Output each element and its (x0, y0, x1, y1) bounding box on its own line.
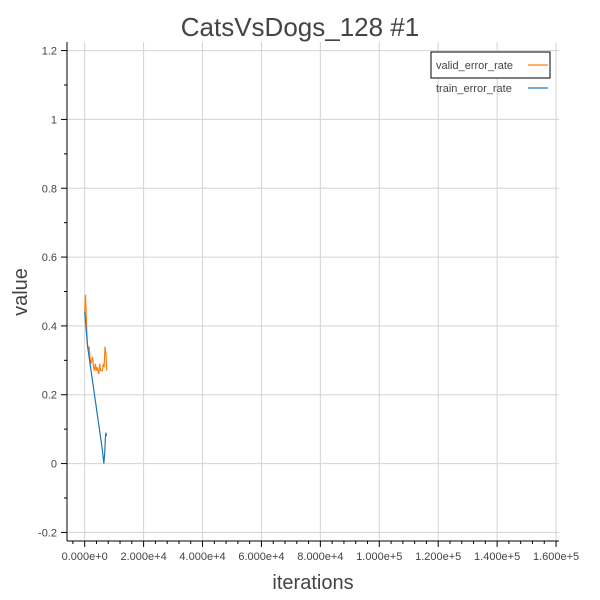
y-tick-label: 0.4 (42, 321, 57, 333)
chart-title: CatsVsDogs_128 #1 (181, 12, 419, 42)
series (84, 294, 108, 464)
y-tick-label: 0 (51, 459, 57, 471)
x-tick-label: 8.000e+4 (297, 551, 343, 563)
x-tick-label: 1.400e+5 (474, 551, 520, 563)
y-tick-label: 0.8 (42, 183, 57, 195)
y-axis-ticks: -0.2 0 0.2 0.4 0.6 0.8 1 1.2 (38, 46, 67, 539)
x-tick-label: 2.000e+4 (121, 551, 167, 563)
x-tick-label: 1.000e+5 (356, 551, 402, 563)
y-tick-label: 0.2 (42, 390, 57, 402)
x-axis-label: iterations (272, 572, 353, 594)
x-tick-label: 1.200e+5 (415, 551, 461, 563)
series-line-train-error-rate (84, 312, 108, 464)
legend-label: valid_error_rate (436, 60, 513, 72)
y-tick-label: 1 (51, 114, 57, 126)
grid (67, 42, 559, 541)
x-tick-label: 1.600e+5 (533, 551, 579, 563)
series-line-valid-error-rate (84, 294, 108, 375)
x-axis-ticks: 0.000e+0 2.000e+4 4.000e+4 6.000e+4 8.000e+4… (62, 541, 579, 563)
legend: valid_error_rate train_error_rate (430, 51, 551, 95)
y-tick-label: 1.2 (42, 46, 57, 58)
x-tick-label: 6.000e+4 (238, 551, 284, 563)
x-tick-label: 4.000e+4 (179, 551, 225, 563)
x-tick-label: 0.000e+0 (62, 551, 108, 563)
y-axis-label: value (10, 268, 32, 316)
axes (66, 42, 559, 542)
legend-label: train_error_rate (436, 83, 512, 95)
y-tick-label: -0.2 (38, 527, 57, 539)
y-tick-label: 0.6 (42, 252, 57, 264)
